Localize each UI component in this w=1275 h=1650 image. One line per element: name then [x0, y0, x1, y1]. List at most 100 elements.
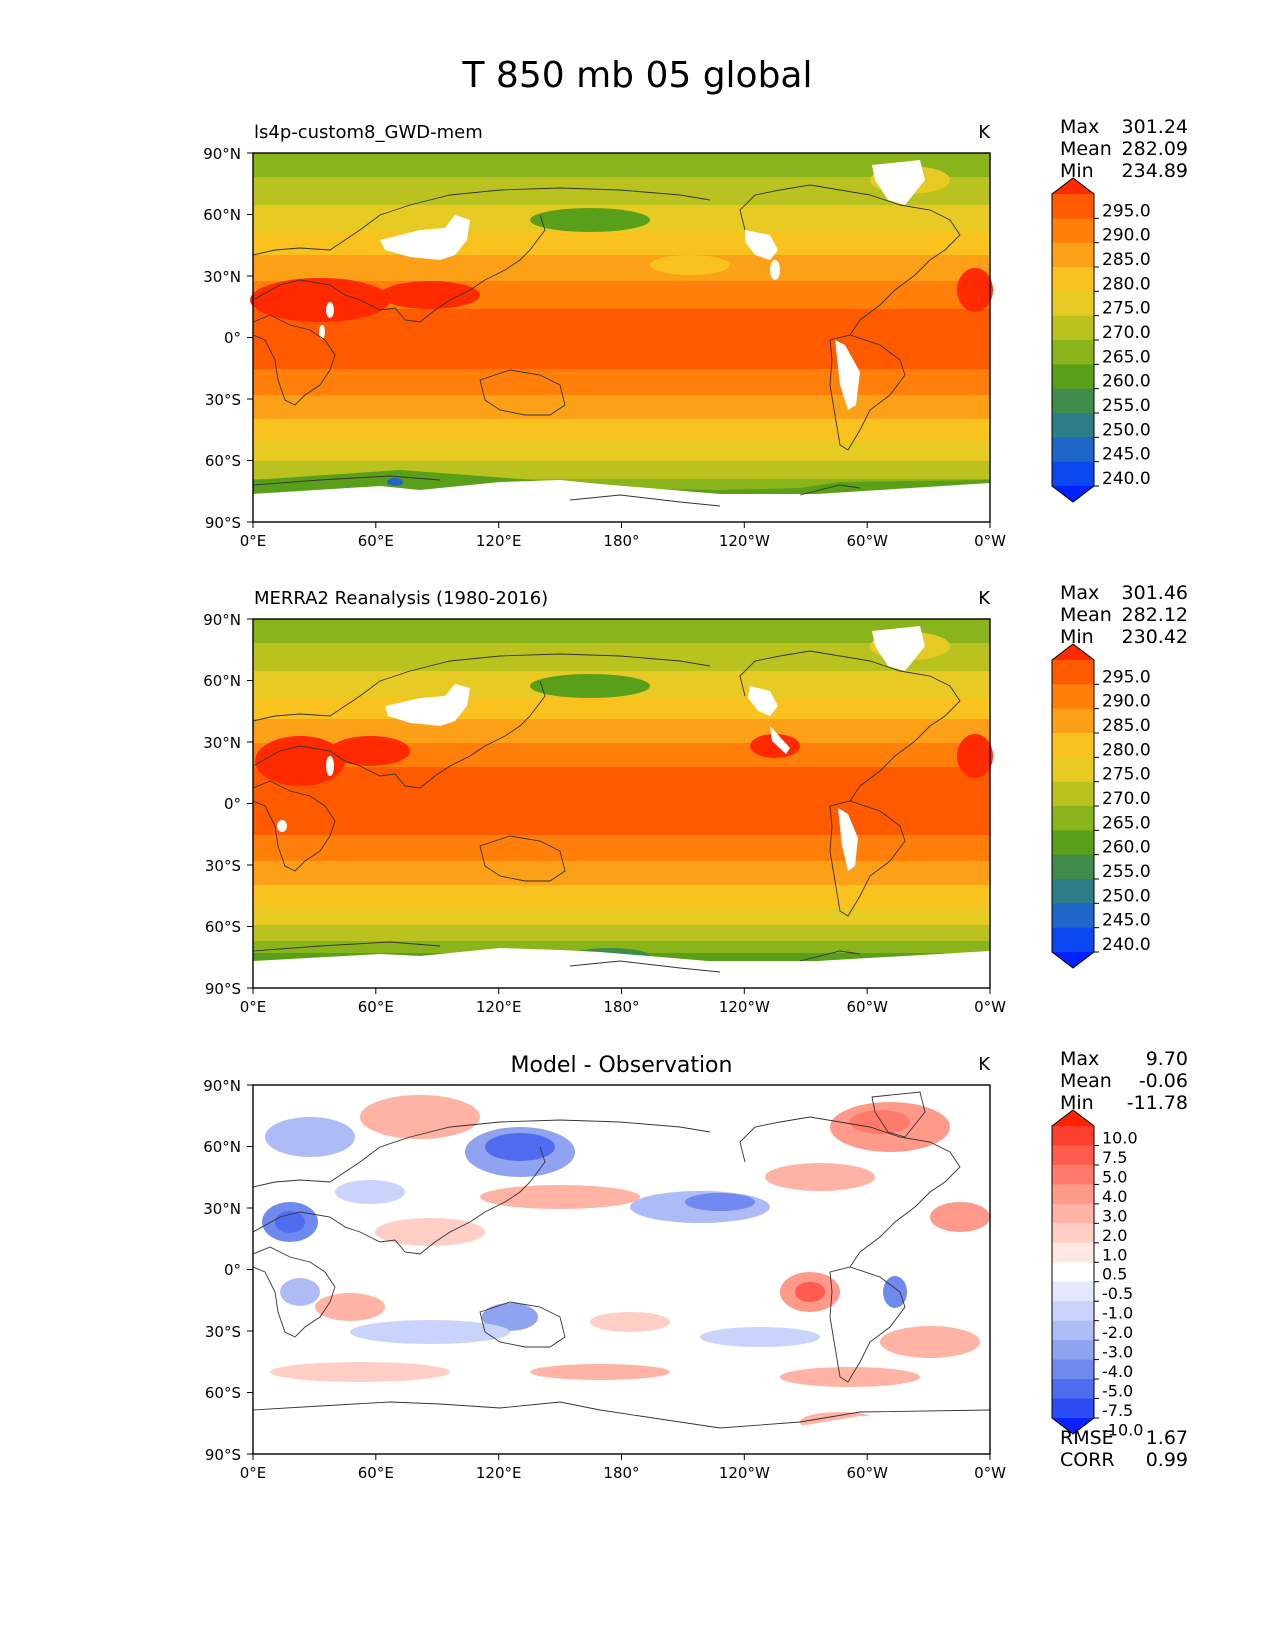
colorbar-extend-top — [1052, 178, 1094, 194]
stats-box: Max 301.46 Mean 282.12 Min 230.42 — [1060, 582, 1188, 648]
stat-mean: 282.09 — [1121, 138, 1188, 160]
colorbar-swatch — [1052, 1320, 1094, 1341]
stats-box: Max 9.70 Mean -0.06 Min -11.78 — [1060, 1048, 1188, 1114]
colorbar-label: 260.0 — [1102, 838, 1151, 858]
colorbar-swatch — [1052, 1379, 1094, 1400]
colorbar-swatch — [1052, 854, 1094, 880]
colorbar-label: 7.5 — [1102, 1148, 1127, 1167]
coastlines — [252, 1091, 991, 1429]
colorbar-label: 240.0 — [1102, 469, 1151, 489]
x-tick-label: 0°W — [974, 532, 1006, 550]
metric-label: CORR — [1060, 1449, 1115, 1471]
colorbar-label: 295.0 — [1102, 201, 1151, 221]
stat-label: Min — [1060, 626, 1094, 648]
colorbar-swatch — [1052, 927, 1094, 953]
x-tick-label: 0°E — [240, 1464, 267, 1482]
field-anomalies — [262, 1095, 990, 1444]
colorbar-label: 270.0 — [1102, 789, 1151, 809]
x-axis: 0°E 60°E 120°E 180° 120°W 60°W 0°W — [240, 988, 1006, 1016]
metric-label: RMSE — [1060, 1427, 1114, 1449]
y-tick-label: 0° — [224, 795, 241, 813]
stat-label: Max — [1060, 116, 1100, 138]
x-tick-label: 60°E — [358, 998, 394, 1016]
colorbar-label: 0.5 — [1102, 1265, 1127, 1284]
colorbar-label: 255.0 — [1102, 862, 1151, 882]
colorbar-label: 4.0 — [1102, 1187, 1127, 1206]
colorbar-swatch — [1052, 413, 1094, 438]
colorbar-swatch — [1052, 660, 1094, 685]
stat-label: Mean — [1060, 604, 1112, 626]
panel-obs: MERRA2 Reanalysis (1980-2016) K — [0, 576, 1275, 1046]
colorbar-swatch — [1052, 1359, 1094, 1380]
y-tick-label: 0° — [224, 1261, 241, 1279]
metric-rmse: 1.67 — [1145, 1427, 1188, 1449]
colorbar-swatch — [1052, 1262, 1094, 1283]
field-bands — [253, 619, 990, 961]
colorbar-extend-top — [1052, 1110, 1094, 1126]
y-tick-label: 30°S — [205, 391, 241, 409]
colorbar-label: 5.0 — [1102, 1167, 1127, 1186]
y-tick-label: 30°S — [205, 857, 241, 875]
colorbar-label: 275.0 — [1102, 299, 1151, 319]
x-tick-label: 120°E — [476, 1464, 522, 1482]
colorbar-swatch — [1052, 242, 1094, 268]
colorbar-swatch — [1052, 903, 1094, 929]
stat-max: 301.24 — [1121, 116, 1188, 138]
y-tick-label: 60°S — [205, 452, 241, 470]
colorbar-label: -7.5 — [1102, 1401, 1133, 1420]
y-tick-label: 30°N — [203, 734, 241, 752]
stat-label: Max — [1060, 1048, 1100, 1070]
colorbar-label: 290.0 — [1102, 226, 1151, 246]
colorbar-label: 285.0 — [1102, 716, 1151, 736]
y-tick-label: 90°N — [203, 145, 241, 163]
colorbar-label: 2.0 — [1102, 1226, 1127, 1245]
stat-max: 9.70 — [1145, 1048, 1188, 1070]
masked-regions — [253, 160, 990, 522]
colorbar-label: 1.0 — [1102, 1245, 1127, 1264]
colorbar-swatch — [1052, 733, 1094, 758]
y-tick-label: 60°N — [203, 206, 241, 224]
colorbar-label: -0.5 — [1102, 1284, 1133, 1303]
colorbar-swatch — [1052, 1184, 1094, 1205]
map-chart: Model - Observation K — [203, 1053, 1143, 1482]
y-tick-label: 90°S — [205, 514, 241, 532]
x-tick-label: 0°E — [240, 532, 267, 550]
colorbar-swatch — [1052, 315, 1094, 341]
colorbar-swatch — [1052, 194, 1094, 219]
colorbar-label: 295.0 — [1102, 667, 1151, 687]
coastlines — [252, 184, 961, 507]
colorbar-label: 240.0 — [1102, 935, 1151, 955]
y-tick-label: 90°S — [205, 1446, 241, 1464]
colorbar-label: -1.0 — [1102, 1304, 1133, 1323]
x-tick-label: 120°E — [476, 998, 522, 1016]
colorbar-swatch — [1052, 1340, 1094, 1361]
colorbar-label: 260.0 — [1102, 372, 1151, 392]
colorbar-extend-bottom — [1052, 486, 1094, 502]
x-tick-label: 180° — [603, 1464, 639, 1482]
masked-regions — [253, 1404, 990, 1454]
stats-box: Max 301.24 Mean 282.09 Min 234.89 — [1060, 116, 1188, 182]
stat-min: 230.42 — [1121, 626, 1188, 648]
x-tick-label: 0°W — [974, 998, 1006, 1016]
y-tick-label: 0° — [224, 329, 241, 347]
colorbar: 295.0 290.0 285.0 280.0 275.0 270.0 265.0 260.0… — [1051, 643, 1151, 969]
y-tick-label: 30°N — [203, 268, 241, 286]
colorbar-swatch — [1052, 781, 1094, 807]
colorbar-swatch — [1052, 806, 1094, 831]
figure-title: T 850 mb 05 global — [462, 55, 813, 96]
colorbar-label: 270.0 — [1102, 323, 1151, 343]
colorbar-swatch — [1052, 1203, 1094, 1224]
x-axis: 0°E 60°E 120°E 180° 120°W 60°W 0°W — [240, 1454, 1006, 1482]
colorbar-label: -10.0 — [1102, 1420, 1143, 1439]
masked-regions — [253, 626, 990, 988]
x-tick-label: 180° — [603, 532, 639, 550]
y-axis: 90°N 60°N 30°N 0° 30°S 60°S 90°S — [203, 611, 253, 998]
x-tick-label: 60°W — [846, 532, 888, 550]
colorbar-label: 255.0 — [1102, 396, 1151, 416]
stat-mean: -0.06 — [1138, 1070, 1188, 1092]
colorbar-swatch — [1052, 437, 1094, 463]
colorbar-label: 265.0 — [1102, 813, 1151, 833]
stat-label: Min — [1060, 160, 1094, 182]
colorbar-label: 265.0 — [1102, 347, 1151, 367]
y-axis: 90°N 60°N 30°N 0° 30°S 60°S 90°S — [203, 145, 253, 532]
